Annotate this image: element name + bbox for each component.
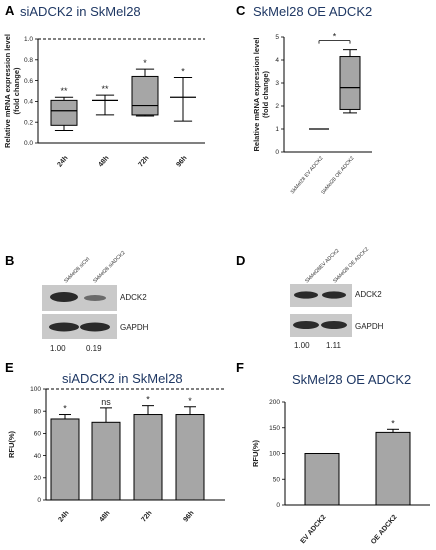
blot-d-label-gapdh: GAPDH xyxy=(355,322,384,331)
chart-e-ytick-label-3: 60 xyxy=(34,431,42,438)
chart-e-xtick-label-2: 72h xyxy=(140,510,153,524)
chart-e-ytick-label-2: 40 xyxy=(34,453,42,460)
chart-e-bar-2 xyxy=(133,414,163,501)
chart-f-xtick-label-0: EV ADCK2 xyxy=(300,514,328,545)
chart-e-sig-0: * xyxy=(63,404,67,414)
chart-f: 0 50 100 150 200 RFU(%) * EV ADCK2 OE ADCK2 xyxy=(251,399,430,546)
chart-a-sig-1: ** xyxy=(101,84,109,94)
panel-c-title: SkMel28 OE ADCK2 xyxy=(253,4,372,19)
chart-e-xtick-label-1: 48h xyxy=(98,510,111,524)
chart-a: 0.0 0.2 0.4 0.6 0.8 1.0 Relative mRNA expressi… xyxy=(3,34,205,169)
panel-letter-e: E xyxy=(5,360,14,375)
blot-b-gapdh-band-2 xyxy=(80,322,110,332)
chart-c-xtick-label-1: SkMel28 OE ADCK2 xyxy=(320,155,355,195)
chart-c-ytick-label-1: 1 xyxy=(275,126,279,133)
blot-b-lane-1: SkMel28 siCtrl xyxy=(63,257,91,285)
chart-a-ytick-label-0: 0.0 xyxy=(24,140,33,147)
chart-c-ytick-label-2: 2 xyxy=(275,103,279,110)
blot-b-gapdh-band-1 xyxy=(49,322,79,332)
chart-e-bar-3 xyxy=(175,414,205,501)
chart-e-sig-2: * xyxy=(146,395,150,405)
panel-e-title: siADCK2 in SkMel28 xyxy=(62,371,183,386)
blot-d-label-adck2: ADCK2 xyxy=(355,290,382,299)
panel-f-title: SkMel28 OE ADCK2 xyxy=(292,372,411,387)
chart-a-ytick-label-2: 0.4 xyxy=(24,99,33,106)
chart-f-ytick-label-1: 50 xyxy=(273,476,281,483)
chart-e-bar-0 xyxy=(50,418,80,501)
chart-a-xtick-label-0: 24h xyxy=(56,155,69,169)
panel-letter-c: C xyxy=(236,3,246,18)
chart-a-ylabel-1: (fold change) xyxy=(12,67,21,115)
blot-d-quant-2: 1.11 xyxy=(326,341,342,350)
chart-e-sig-1: ns xyxy=(101,397,111,407)
chart-a-box-2 xyxy=(131,75,159,116)
chart-c-xtick-label-0: SkMel28 EV ADCK2 xyxy=(290,155,325,195)
chart-a-xtick-label-3: 96h xyxy=(175,155,188,169)
chart-c-box-1 xyxy=(339,56,361,110)
chart-a-xtick-label-1: 48h xyxy=(97,155,110,169)
blot-d-gapdh-band-2 xyxy=(321,321,347,329)
chart-a-sig-2: * xyxy=(143,58,147,68)
blot-d-gapdh-band-1 xyxy=(293,321,319,329)
panel-letter-f: F xyxy=(236,360,244,375)
chart-e-ytick-label-1: 20 xyxy=(34,475,42,482)
chart-c-ylabel-1: (fold change) xyxy=(261,70,270,118)
blot-b-label-gapdh: GAPDH xyxy=(120,323,149,332)
chart-f-ytick-label-4: 200 xyxy=(269,399,280,406)
chart-a-ytick-label-1: 0.2 xyxy=(24,119,33,126)
blot-d-adck2-band-2 xyxy=(322,291,346,299)
chart-a-ytick-label-5: 1.0 xyxy=(24,36,33,43)
chart-e: 0 20 40 60 80 100 RFU(%) * ns * * 24h 48h 72h 96h xyxy=(7,386,225,524)
chart-e-ytick-label-5: 100 xyxy=(30,386,41,393)
chart-c-ytick-label-0: 0 xyxy=(275,149,279,156)
chart-e-ytick-label-0: 0 xyxy=(37,497,41,504)
chart-c: 0 1 2 3 4 5 Relative mRNA expression level (fol… xyxy=(252,32,372,196)
blot-d-gapdh-membrane xyxy=(290,314,352,337)
chart-a-xtick-label-2: 72h xyxy=(137,155,150,169)
chart-c-ytick-label-3: 3 xyxy=(275,80,279,87)
blot-b: SkMel28 siCtrl SkMel28 siADCK2 ADCK2 GAP… xyxy=(42,250,149,353)
chart-a-sig-3: * xyxy=(181,66,185,76)
chart-a-ylabel-0: Relative mRNA expression level xyxy=(3,34,12,148)
panel-a-title: siADCK2 in SkMel28 xyxy=(20,4,141,19)
blot-d-adck2-band-1 xyxy=(294,291,318,299)
chart-f-bar-1 xyxy=(375,431,411,506)
chart-f-bar-0 xyxy=(304,453,340,506)
chart-e-ylabel-0: RFU(%) xyxy=(7,430,16,458)
blot-d: SkMel28EV ADCK2 SkMel28 OE ADCK2 ADCK2 G… xyxy=(290,246,384,350)
chart-f-ytick-label-3: 150 xyxy=(269,425,280,432)
chart-f-ytick-label-2: 100 xyxy=(269,451,280,458)
blot-b-lane-2: SkMel28 siADCK2 xyxy=(92,250,126,284)
chart-c-ylabel-0: Relative mRNA expression level xyxy=(252,38,261,152)
chart-f-xtick-label-1: OE ADCK2 xyxy=(370,514,399,546)
chart-f-ylabel-0: RFU(%) xyxy=(251,439,260,467)
chart-e-xtick-label-0: 24h xyxy=(57,510,70,524)
chart-f-ytick-label-0: 0 xyxy=(276,502,280,509)
panel-letter-a: A xyxy=(5,3,15,18)
chart-a-ytick-label-4: 0.8 xyxy=(24,57,33,64)
chart-e-bar-1 xyxy=(91,421,121,501)
blot-d-adck2-membrane xyxy=(290,284,352,307)
chart-c-ytick-label-5: 5 xyxy=(275,34,279,41)
chart-a-ytick-label-3: 0.6 xyxy=(24,78,33,85)
chart-f-sig-1: * xyxy=(391,418,395,428)
blot-b-adck2-band-1 xyxy=(50,292,78,302)
chart-c-sig: * xyxy=(333,32,337,42)
blot-b-adck2-band-2 xyxy=(84,295,106,301)
blot-d-quant-1: 1.00 xyxy=(294,341,310,350)
chart-a-box-0 xyxy=(50,99,78,126)
blot-b-quant-1: 1.00 xyxy=(50,344,66,353)
blot-b-quant-2: 0.19 xyxy=(86,344,102,353)
chart-e-ytick-label-4: 80 xyxy=(34,408,42,415)
chart-e-xtick-label-3: 96h xyxy=(182,510,195,524)
panel-letter-b: B xyxy=(5,253,14,268)
chart-e-sig-3: * xyxy=(188,396,192,406)
chart-c-ytick-label-4: 4 xyxy=(275,57,279,64)
chart-a-sig-0: ** xyxy=(60,86,68,96)
panel-letter-d: D xyxy=(236,253,245,268)
blot-b-label-adck2: ADCK2 xyxy=(120,293,147,302)
